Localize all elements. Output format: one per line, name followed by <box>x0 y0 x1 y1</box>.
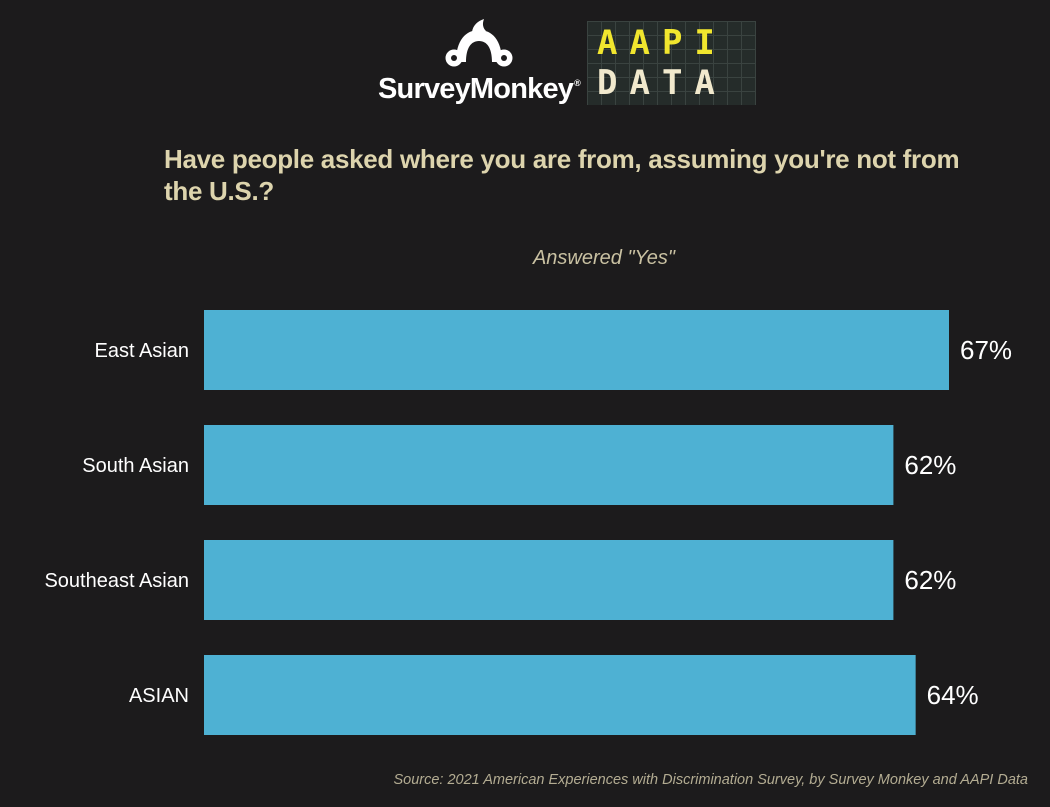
value-label-southeast-asian: 62% <box>904 565 956 595</box>
monkey-icon <box>445 19 513 67</box>
chart-subtitle: Answered "Yes" <box>532 247 676 269</box>
aapi-logo-line1: AAPI <box>597 23 727 63</box>
bar-southeast-asian <box>204 540 894 620</box>
category-label-asian: ASIAN <box>129 685 189 707</box>
value-label-south-asian: 62% <box>904 450 956 480</box>
surveymonkey-logo: SurveyMonkey® <box>378 18 581 108</box>
aapi-data-logo: AAPI DATA <box>587 21 756 105</box>
category-label-south-asian: South Asian <box>82 455 189 477</box>
bar-asian <box>204 655 916 735</box>
source-note: Source: 2021 American Experiences with D… <box>393 772 1028 788</box>
surveymonkey-wordmark: SurveyMonkey® <box>378 73 581 105</box>
value-label-asian: 64% <box>927 680 979 710</box>
bar-east-asian <box>204 310 949 390</box>
category-label-east-asian: East Asian <box>94 340 189 362</box>
bar-south-asian <box>204 425 894 505</box>
aapi-logo-line2: DATA <box>597 63 727 103</box>
chart-title: Have people asked where you are from, as… <box>164 144 960 206</box>
value-label-east-asian: 67% <box>960 335 1012 365</box>
logos-header: SurveyMonkey® AAPI DATA <box>0 0 1050 115</box>
category-label-southeast-asian: Southeast Asian <box>44 570 189 592</box>
